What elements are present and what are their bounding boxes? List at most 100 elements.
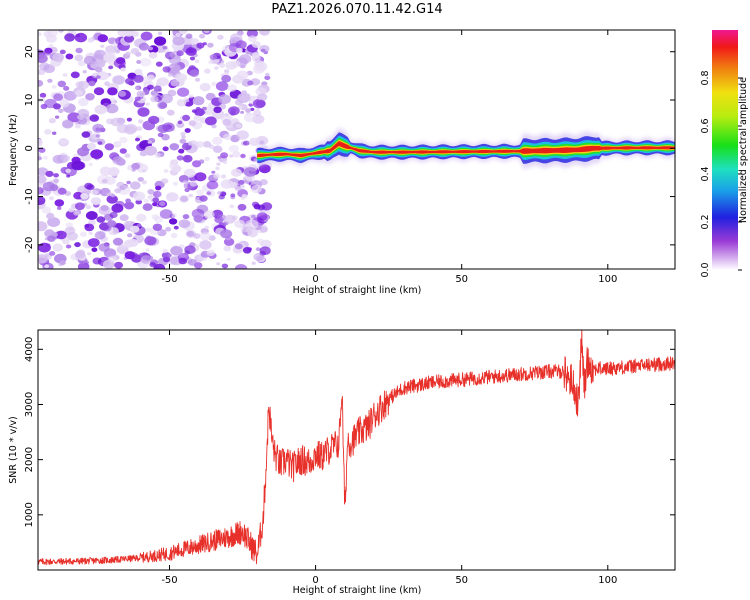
noise-speckle <box>44 229 55 238</box>
noise-speckle <box>139 252 144 256</box>
noise-speckle <box>171 30 184 36</box>
noise-speckle <box>110 117 123 127</box>
noise-speckle <box>220 179 234 189</box>
noise-speckle <box>75 90 83 96</box>
noise-speckle <box>154 216 164 223</box>
noise-speckle <box>206 191 212 196</box>
noise-speckle <box>106 194 118 204</box>
noise-speckle <box>87 142 96 150</box>
noise-speckle <box>42 155 48 160</box>
noise-speckle <box>140 31 153 41</box>
noise-speckle <box>135 126 143 131</box>
noise-speckle <box>59 260 66 266</box>
noise-speckle <box>137 107 150 117</box>
noise-speckle <box>251 261 256 265</box>
noise-speckle <box>97 34 109 43</box>
figure-title: PAZ1.2026.070.11.42.G14 <box>271 2 442 17</box>
noise-speckle <box>155 61 163 67</box>
noise-speckle <box>107 167 120 177</box>
noise-speckle <box>88 80 96 87</box>
noise-speckle <box>227 84 237 92</box>
noise-speckle <box>161 251 171 259</box>
noise-speckle <box>80 192 89 200</box>
noise-speckle <box>38 186 44 195</box>
spectrogram-y-ticks: -20 -10 0 10 20 <box>24 45 675 253</box>
noise-speckle <box>74 54 84 62</box>
noise-speckle <box>243 167 257 177</box>
noise-speckle <box>145 102 150 106</box>
noise-speckle <box>43 31 53 38</box>
noise-speckle <box>240 153 246 159</box>
noise-speckle <box>192 96 205 106</box>
noise-speckle <box>83 55 96 65</box>
noise-speckles <box>38 30 273 269</box>
noise-speckle <box>162 248 169 254</box>
spectrogram-y-tick-label: -20 <box>24 237 35 253</box>
noise-speckle <box>139 92 144 96</box>
spectrogram-y-label: Frequency (Hz) <box>8 114 19 186</box>
noise-speckle <box>47 217 61 228</box>
noise-speckle <box>154 36 167 46</box>
noise-speckle <box>112 229 119 234</box>
noise-speckle <box>38 156 42 161</box>
noise-speckle <box>119 214 129 222</box>
noise-speckle <box>111 203 124 213</box>
noise-speckle <box>198 159 205 164</box>
noise-speckle <box>189 180 198 187</box>
noise-speckle <box>38 32 42 37</box>
noise-speckle <box>145 248 150 252</box>
spectrogram-x-ticks: -50 0 50 100 <box>161 30 617 285</box>
noise-speckle <box>152 197 159 203</box>
noise-speckle <box>212 145 223 153</box>
noise-speckle <box>113 141 122 148</box>
noise-speckle <box>163 169 169 173</box>
noise-speckle <box>179 138 187 144</box>
noise-speckle <box>130 181 141 190</box>
noise-speckle <box>208 60 213 65</box>
snr-frame <box>37 329 676 571</box>
noise-speckle <box>74 123 81 129</box>
noise-speckle <box>224 72 229 75</box>
noise-speckle <box>230 193 236 198</box>
noise-speckle <box>231 60 241 68</box>
noise-speckle <box>247 80 254 86</box>
noise-speckle <box>182 154 193 163</box>
noise-speckle <box>73 191 83 200</box>
noise-speckle <box>218 94 231 105</box>
noise-speckle <box>228 106 240 116</box>
noise-speckle <box>248 137 260 146</box>
noise-speckle <box>157 31 163 35</box>
noise-speckle <box>115 57 126 65</box>
noise-speckle <box>133 74 144 83</box>
noise-speckle <box>236 70 249 80</box>
noise-speckle <box>251 52 260 59</box>
noise-speckle <box>241 228 252 237</box>
colorbar: 0.0 0.2 0.4 0.6 0.8 Normalized spectral ampl… <box>700 30 749 278</box>
noise-speckle <box>231 39 237 44</box>
noise-speckle <box>199 231 212 241</box>
noise-speckle <box>246 30 258 38</box>
noise-speckle <box>136 60 142 64</box>
noise-speckle <box>206 249 216 257</box>
colorbar-tick-label: 0.4 <box>700 166 711 181</box>
noise-speckle <box>38 147 46 153</box>
noise-speckle <box>78 98 89 107</box>
noise-speckle <box>52 131 57 135</box>
noise-speckle <box>55 115 60 119</box>
noise-speckle <box>94 66 103 73</box>
noise-speckle <box>193 233 201 239</box>
noise-speckle <box>125 77 134 85</box>
noise-speckle <box>44 50 52 56</box>
noise-speckle <box>152 223 163 231</box>
noise-speckle <box>65 168 71 173</box>
noise-speckle <box>70 71 80 79</box>
noise-speckle <box>222 118 232 126</box>
noise-speckle <box>199 82 211 92</box>
noise-speckle <box>178 148 185 154</box>
colorbar-tick-label: 0.8 <box>700 70 711 85</box>
noise-speckle <box>239 63 247 69</box>
noise-speckle <box>189 56 196 61</box>
noise-speckle <box>216 162 221 166</box>
noise-speckle <box>177 253 190 262</box>
noise-speckle <box>234 264 248 269</box>
